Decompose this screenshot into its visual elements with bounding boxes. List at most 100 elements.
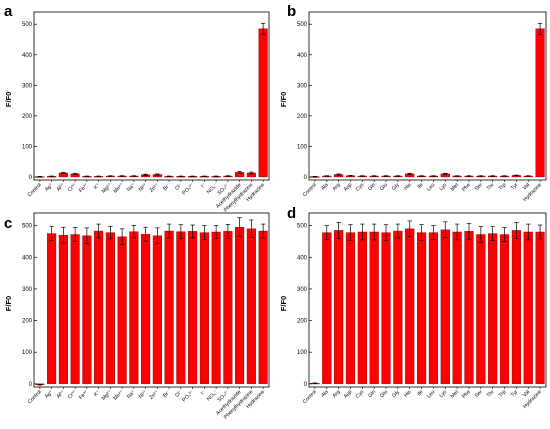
- x-tick-label: Asp: [343, 389, 354, 400]
- error-bar: [383, 175, 389, 177]
- y-tick-label: 100: [22, 144, 33, 150]
- panel-d: d F/F0 0 100 200 300 400 500 Control Ala Arg Asp Cys…: [279, 205, 547, 410]
- y-tick-label: 300: [22, 83, 33, 89]
- x-tick-label: Trp: [498, 182, 508, 192]
- error-bar: [72, 227, 78, 242]
- error-bar: [96, 175, 101, 177]
- bars: [35, 22, 268, 178]
- bar-mg2-: [105, 232, 115, 385]
- error-bar: [407, 220, 412, 238]
- bar-ni2-: [141, 233, 151, 385]
- bar-so4-2-: [223, 231, 233, 385]
- x-tick-label: Lys: [438, 389, 448, 399]
- x-tick-label: Arg: [332, 389, 342, 399]
- error-bar: [190, 175, 195, 177]
- bar-lys: [440, 229, 450, 385]
- error-bar: [237, 171, 242, 174]
- y-axis-label: F/F0: [279, 296, 288, 311]
- x-tick-label: Al³⁺: [56, 389, 67, 400]
- x-tick-label: Mn²⁺: [113, 182, 126, 195]
- error-bar: [443, 221, 448, 239]
- error-bar: [108, 225, 113, 240]
- y-tick-label: 200: [297, 319, 308, 325]
- x-tick-label: Fe³⁺: [78, 389, 90, 401]
- error-bar: [143, 226, 148, 242]
- error-bar: [178, 224, 184, 239]
- error-bar: [348, 175, 353, 177]
- x-tick-label: Met: [450, 389, 461, 400]
- x-tick-label: Cys: [355, 389, 366, 400]
- error-bar: [202, 225, 207, 240]
- y-tick-label: 300: [297, 287, 308, 293]
- bar-cys: [357, 231, 367, 385]
- x-tick-label: Na⁺: [126, 182, 137, 193]
- x-tick-label: Fe³⁺: [78, 182, 90, 194]
- panel-b: b F/F0 0 100 200 300 400 500 Control Ala Arg Asp Cys…: [279, 3, 547, 203]
- x-tick-label: Na⁺: [126, 389, 137, 400]
- panel-letter: d: [287, 205, 296, 222]
- x-tick-label: Ile: [416, 389, 424, 397]
- bar-ile: [416, 232, 427, 385]
- error-bar: [348, 224, 353, 241]
- bar-thr: [488, 233, 498, 385]
- error-bar: [312, 382, 318, 384]
- bar-leu: [428, 232, 439, 385]
- error-bar: [466, 223, 472, 240]
- bar-i-: [199, 232, 209, 385]
- x-tick-label: Cl⁻: [174, 389, 184, 399]
- bar-acethydrazide: [235, 227, 245, 385]
- bar-arg: [334, 230, 344, 385]
- bar-ala: [322, 232, 332, 385]
- error-bar: [260, 22, 266, 35]
- x-tick-label: Br⁻: [162, 389, 172, 399]
- x-tick-label: Arg: [332, 182, 342, 192]
- x-tick-label: Al³⁺: [56, 182, 67, 193]
- x-tick-label: Zn²⁺: [149, 182, 161, 194]
- bar-hydrazine: [535, 28, 545, 178]
- bar-al3-: [58, 234, 68, 385]
- x-tick-label: Mn²⁺: [113, 389, 126, 402]
- error-bar: [502, 175, 507, 177]
- error-bar: [478, 175, 484, 177]
- error-bar: [371, 223, 377, 241]
- error-bar: [490, 226, 495, 241]
- x-tick-label: Gly: [391, 389, 401, 399]
- panel-letter: a: [4, 3, 13, 20]
- x-tick-label: I⁻: [200, 182, 207, 189]
- x-tick-label: Cr³⁺: [67, 182, 78, 193]
- panel-letter: c: [4, 215, 12, 232]
- bar-ag-: [47, 233, 57, 385]
- bar-his: [405, 228, 415, 385]
- bar-hydrazine: [258, 28, 268, 178]
- y-tick-label: 500: [297, 224, 308, 230]
- x-tick-label: Lys: [438, 182, 448, 192]
- y-tick-label: 500: [22, 224, 33, 230]
- error-bar: [260, 223, 266, 239]
- bar-glu: [381, 232, 391, 385]
- bar-tyr: [511, 230, 521, 385]
- y-tick-label: 100: [22, 350, 33, 356]
- error-bar: [108, 175, 113, 177]
- error-bar: [454, 175, 460, 177]
- x-tick-label: Leu: [426, 182, 436, 192]
- x-tick-label: Tyr: [510, 389, 520, 399]
- error-bar: [190, 224, 195, 239]
- error-bar: [225, 175, 231, 177]
- bar-asp: [345, 232, 356, 385]
- x-tick-label: Ser: [474, 389, 484, 399]
- error-bar: [383, 224, 389, 241]
- x-tick-label: PO₄³⁻: [181, 389, 195, 403]
- panel-a: a F/F0 0 100 200 300 400 500 Control Ag⁺ Al³⁺ Cr³⁺ F…: [4, 3, 270, 214]
- error-bar: [202, 175, 207, 177]
- error-bar: [395, 175, 401, 177]
- error-bar: [84, 227, 90, 245]
- bar-phe: [464, 231, 474, 385]
- y-axis-label: F/F0: [279, 92, 288, 107]
- error-bar: [336, 222, 341, 239]
- error-bar: [155, 173, 160, 176]
- error-bar: [431, 175, 436, 177]
- x-tick-label: Ag⁺: [44, 182, 55, 193]
- error-bar: [49, 226, 54, 241]
- y-tick-label: 400: [297, 255, 308, 261]
